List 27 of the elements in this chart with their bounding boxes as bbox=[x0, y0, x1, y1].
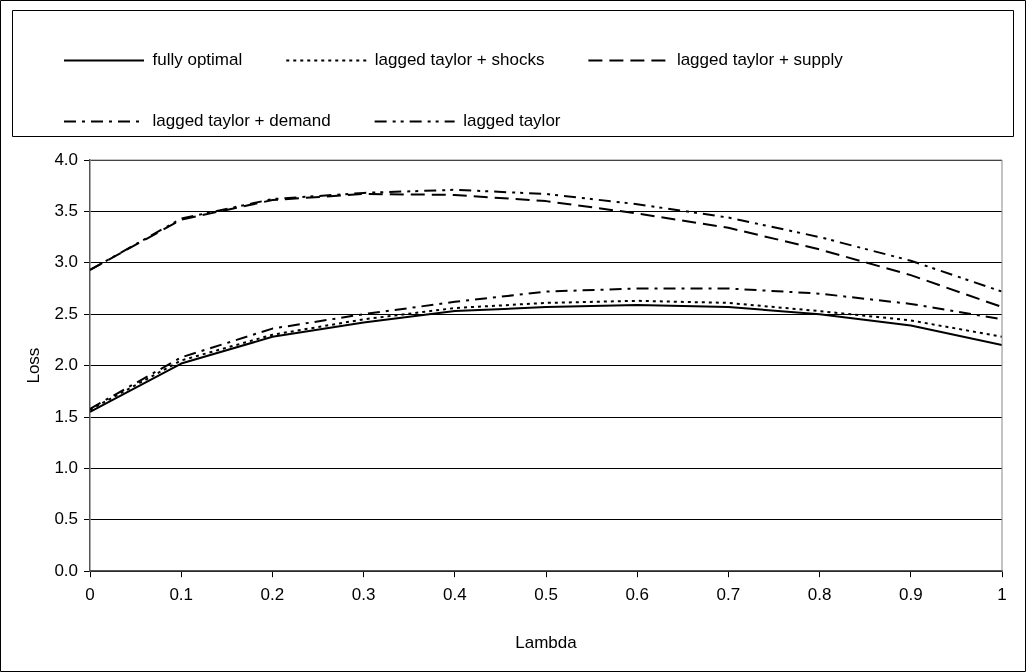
y-tick-label: 1.5 bbox=[54, 406, 79, 426]
x-tick-label: 0.3 bbox=[351, 585, 376, 605]
x-tick-label: 0 bbox=[85, 585, 95, 605]
x-tick-label: 0.4 bbox=[443, 585, 467, 605]
legend-label: lagged taylor + supply bbox=[676, 50, 844, 70]
x-axis-title: Lambda bbox=[515, 633, 578, 653]
legend-label: lagged taylor + shocks bbox=[374, 50, 545, 70]
y-tick-label: 4.0 bbox=[54, 149, 79, 169]
y-tick-label: 0.5 bbox=[54, 509, 79, 529]
y-axis-title: Loss bbox=[23, 347, 43, 384]
y-tick-label: 1.0 bbox=[54, 458, 79, 478]
y-tick-label: 2.0 bbox=[54, 355, 79, 375]
legend-label: fully optimal bbox=[152, 50, 243, 70]
x-tick-label: 0.7 bbox=[716, 585, 741, 605]
x-tick-label: 0.8 bbox=[807, 585, 832, 605]
x-tick-label: 1 bbox=[997, 585, 1007, 605]
x-tick-label: 0.6 bbox=[625, 585, 650, 605]
x-tick-label: 0.5 bbox=[534, 585, 558, 605]
x-tick-label: 0.9 bbox=[898, 585, 923, 605]
legend-label: lagged taylor bbox=[463, 111, 561, 131]
y-tick-label: 0.0 bbox=[54, 560, 79, 580]
y-tick-label: 2.5 bbox=[54, 303, 79, 323]
y-tick-label: 3.5 bbox=[54, 201, 79, 221]
legend-label: lagged taylor + demand bbox=[152, 111, 331, 131]
x-tick-label: 0.2 bbox=[260, 585, 285, 605]
y-tick-label: 3.0 bbox=[54, 252, 79, 272]
x-tick-label: 0.1 bbox=[169, 585, 194, 605]
